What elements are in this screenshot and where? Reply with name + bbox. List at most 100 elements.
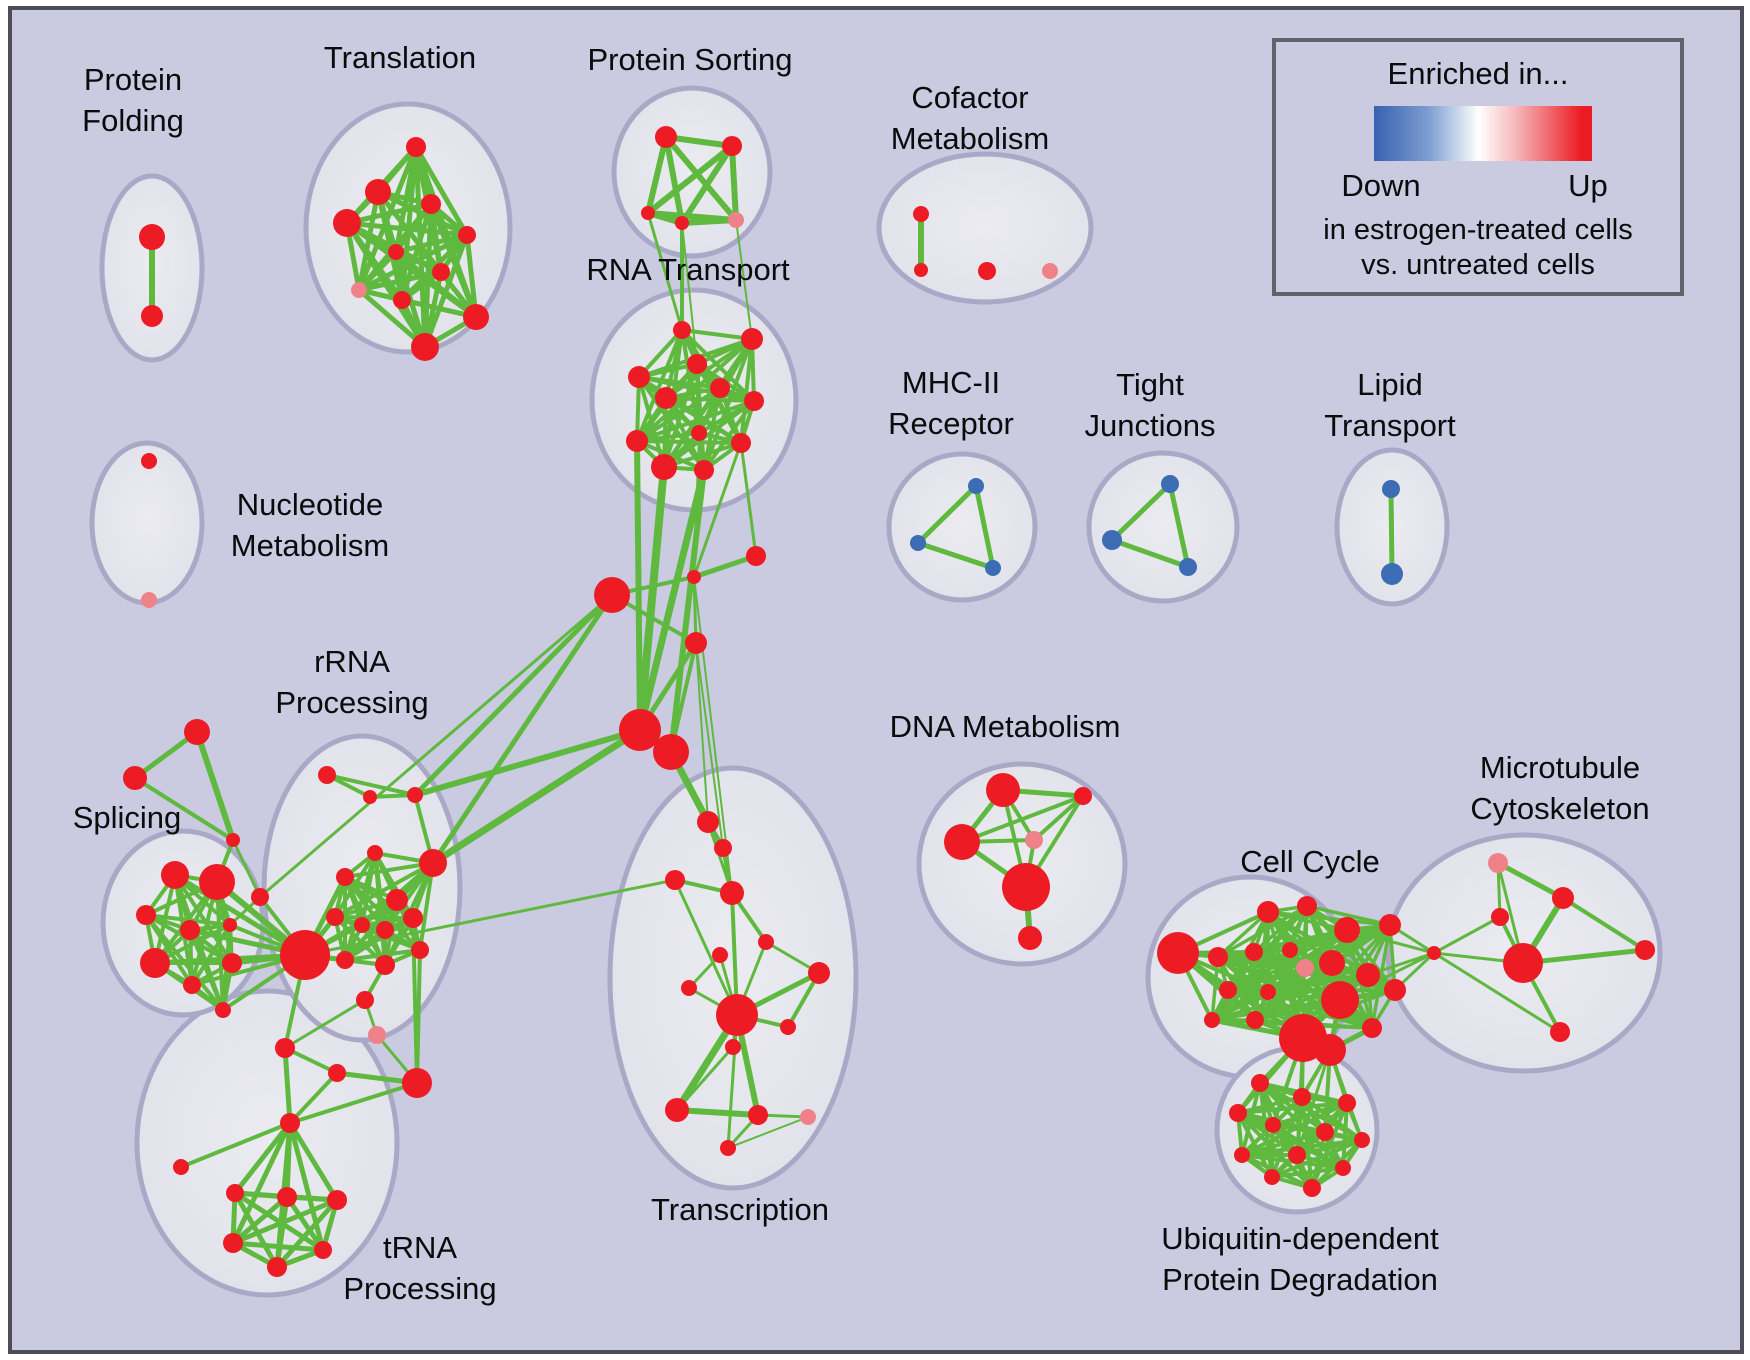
node-tj0[interactable] xyxy=(1161,475,1179,493)
node-tj2[interactable] xyxy=(1179,558,1197,576)
node-q3[interactable] xyxy=(251,888,269,906)
node-cc2[interactable] xyxy=(1334,917,1360,943)
node-cc9[interactable] xyxy=(1356,963,1380,987)
node-r8[interactable] xyxy=(626,430,648,452)
node-sp8[interactable] xyxy=(215,1002,231,1018)
node-x6[interactable] xyxy=(681,980,697,996)
node-x5[interactable] xyxy=(712,947,728,963)
node-cf0[interactable] xyxy=(913,206,929,222)
node-ub3[interactable] xyxy=(1229,1104,1247,1122)
node-lt1[interactable] xyxy=(1381,563,1403,585)
node-sp1[interactable] xyxy=(199,864,235,900)
node-t10[interactable] xyxy=(411,333,439,361)
node-pf1[interactable] xyxy=(141,305,163,327)
node-x1[interactable] xyxy=(714,839,732,857)
node-rr3[interactable] xyxy=(386,889,408,911)
node-tn3[interactable] xyxy=(277,1187,297,1207)
node-cc10[interactable] xyxy=(1219,981,1237,999)
node-cc14[interactable] xyxy=(1204,1012,1220,1028)
node-tn1[interactable] xyxy=(173,1159,189,1175)
node-x13[interactable] xyxy=(800,1109,816,1125)
node-cc1[interactable] xyxy=(1297,896,1317,916)
node-r11[interactable] xyxy=(694,460,714,480)
node-d5[interactable] xyxy=(1018,926,1042,950)
node-pf0[interactable] xyxy=(139,224,165,250)
node-c2[interactable] xyxy=(594,577,630,613)
node-r1[interactable] xyxy=(741,328,763,350)
node-x14[interactable] xyxy=(720,1140,736,1156)
node-d2[interactable] xyxy=(944,824,980,860)
node-c1[interactable] xyxy=(746,546,766,566)
node-ub1[interactable] xyxy=(1293,1088,1311,1106)
node-ub0[interactable] xyxy=(1251,1074,1269,1092)
node-sp0[interactable] xyxy=(161,861,189,889)
node-x12[interactable] xyxy=(748,1105,768,1125)
node-x9[interactable] xyxy=(780,1019,796,1035)
node-rr10[interactable] xyxy=(411,941,429,959)
node-rr15[interactable] xyxy=(402,1068,432,1098)
node-cf1[interactable] xyxy=(914,263,928,277)
node-t3[interactable] xyxy=(333,209,361,237)
node-cf2[interactable] xyxy=(978,262,996,280)
node-t5[interactable] xyxy=(388,244,404,260)
node-t6[interactable] xyxy=(432,263,450,281)
node-q2[interactable] xyxy=(226,833,240,847)
node-cc6[interactable] xyxy=(1282,942,1298,958)
node-rr12[interactable] xyxy=(368,1026,386,1044)
node-ub7[interactable] xyxy=(1234,1147,1250,1163)
node-mh1[interactable] xyxy=(910,535,926,551)
node-sp2[interactable] xyxy=(136,905,156,925)
node-ub10[interactable] xyxy=(1264,1169,1280,1185)
node-mh2[interactable] xyxy=(985,560,1001,576)
node-tj1[interactable] xyxy=(1102,530,1122,550)
node-q0[interactable] xyxy=(184,719,210,745)
node-rr2[interactable] xyxy=(419,849,447,877)
node-ub4[interactable] xyxy=(1265,1117,1281,1133)
node-r3[interactable] xyxy=(687,354,707,374)
node-cc7[interactable] xyxy=(1319,950,1345,976)
node-rr9[interactable] xyxy=(375,955,395,975)
node-ub8[interactable] xyxy=(1288,1146,1306,1164)
node-m0[interactable] xyxy=(1488,853,1508,873)
node-x0[interactable] xyxy=(697,811,719,833)
node-sp6[interactable] xyxy=(183,976,201,994)
node-rr1[interactable] xyxy=(336,868,354,886)
node-cc8[interactable] xyxy=(1296,959,1314,977)
node-s1[interactable] xyxy=(722,136,742,156)
node-rr5[interactable] xyxy=(326,908,344,926)
node-s3[interactable] xyxy=(675,216,689,230)
node-cc4[interactable] xyxy=(1208,947,1228,967)
node-sp7[interactable] xyxy=(222,953,242,973)
node-cf3[interactable] xyxy=(1042,263,1058,279)
node-t4[interactable] xyxy=(458,226,476,244)
node-hub2[interactable] xyxy=(280,930,330,980)
node-rr7[interactable] xyxy=(376,921,394,939)
node-d3[interactable] xyxy=(1025,831,1043,849)
node-x7[interactable] xyxy=(808,962,830,984)
node-rr0[interactable] xyxy=(367,845,383,861)
node-cl[interactable] xyxy=(1157,932,1199,974)
node-rr11[interactable] xyxy=(356,991,374,1009)
node-x10[interactable] xyxy=(725,1039,741,1055)
node-ub2[interactable] xyxy=(1338,1094,1356,1112)
node-ub11[interactable] xyxy=(1303,1179,1321,1197)
node-m3[interactable] xyxy=(1427,946,1441,960)
node-cc3[interactable] xyxy=(1379,914,1401,936)
node-cc17[interactable] xyxy=(1362,1018,1382,1038)
node-cc5[interactable] xyxy=(1245,943,1263,961)
node-ub9[interactable] xyxy=(1335,1160,1351,1176)
node-tn4[interactable] xyxy=(327,1190,347,1210)
node-rr13[interactable] xyxy=(275,1038,295,1058)
node-r5[interactable] xyxy=(655,387,677,409)
node-nu0[interactable] xyxy=(141,453,157,469)
node-nu1[interactable] xyxy=(141,592,157,608)
node-h0[interactable] xyxy=(619,709,661,751)
node-t7[interactable] xyxy=(351,282,367,298)
node-cc12[interactable] xyxy=(1321,981,1359,1019)
node-t0[interactable] xyxy=(406,137,426,157)
node-tn7[interactable] xyxy=(267,1257,287,1277)
node-r2[interactable] xyxy=(628,366,650,388)
node-m5[interactable] xyxy=(1635,940,1655,960)
node-rr8[interactable] xyxy=(336,951,354,969)
node-cc13[interactable] xyxy=(1384,979,1406,1001)
